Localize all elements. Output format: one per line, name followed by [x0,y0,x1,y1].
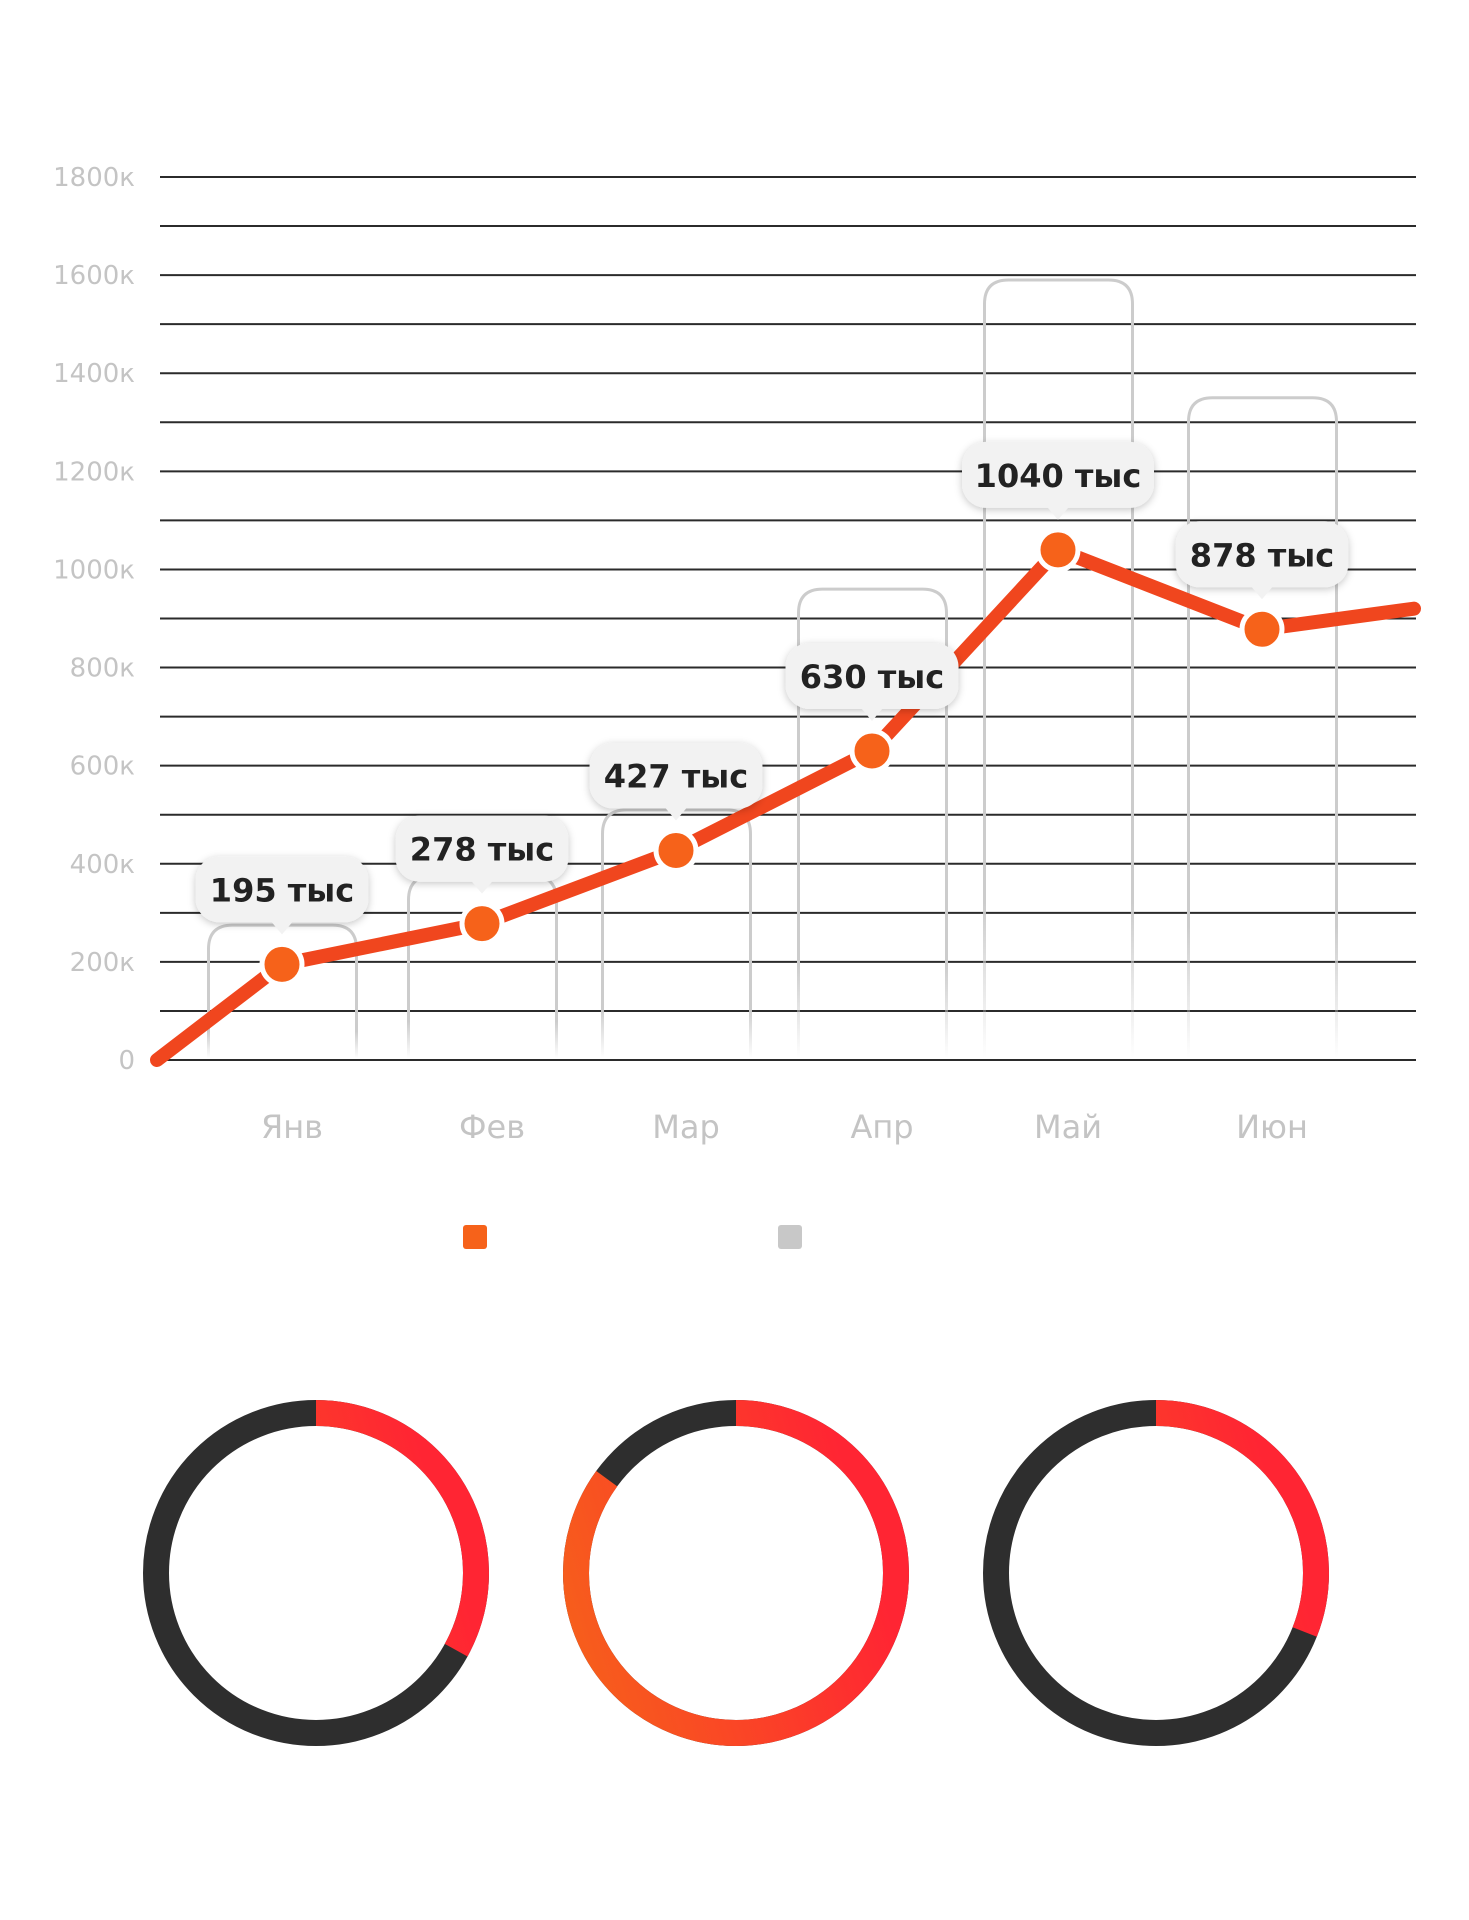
x-category-label: Апр [850,1108,913,1146]
data-label-text: 278 тыс [410,831,554,869]
donut-chart [143,1400,489,1746]
x-category-label: Фев [459,1108,525,1146]
y-tick-label: 600к [70,752,135,782]
y-tick-label: 400к [70,850,135,880]
series-line [150,542,1421,1067]
x-category-label: Янв [261,1108,323,1146]
data-label-pointer [665,807,687,821]
data-label-bubble [785,642,959,709]
column-bar [797,587,948,1058]
data-label-bubble [395,815,569,882]
donut-chart [563,1400,909,1746]
data-label-text: 630 тыс [800,658,944,696]
data-label-text: 1040 тыс [975,457,1142,495]
data-label-text: 878 тыс [1190,536,1334,574]
y-tick-label: 1800к [53,163,135,193]
donut-value-arc [983,1400,1329,1746]
data-label-pointer [471,880,493,894]
legend-marker-series-1 [463,1225,487,1249]
data-label-bubble [962,441,1154,508]
data-point [1239,606,1285,652]
data-label-pointer [1047,506,1069,520]
data-label: 195 тыс [195,856,369,935]
y-axis-ticks: 0 200к 400к 600к 800к 1000к 1200к 1400к 1600к 180… [53,163,135,1076]
data-label: 278 тыс [395,815,569,894]
data-label-pointer [1251,586,1273,600]
data-label-bubble [589,742,763,809]
data-label-pointer [271,921,293,935]
data-label-bubbles: 195 тыс 278 тыс 427 тыс 630 тыс 1040 тыс 878 … [195,441,1349,935]
x-category-label: Май [1034,1108,1102,1146]
column-bar [983,278,1134,1058]
x-category-label: Июн [1236,1108,1308,1146]
donut-value-arc [563,1400,909,1746]
donut-chart [983,1400,1329,1746]
x-category-label: Мар [652,1108,720,1146]
y-tick-label: 1400к [53,359,135,389]
data-point [259,941,305,987]
column-bar [1187,396,1338,1058]
data-point [653,828,699,874]
data-point [459,901,505,947]
y-tick-label: 200к [70,948,135,978]
legend-marker-series-2 [778,1225,802,1249]
data-label: 630 тыс [785,642,959,721]
data-label-text: 427 тыс [604,758,748,796]
x-axis-categories: Янв Фев Мар Апр Май Июн [261,1108,1308,1146]
data-label: 878 тыс [1175,521,1349,600]
donut-charts [143,1400,1329,1746]
data-point [1035,527,1081,573]
series-line-path [150,542,1421,1067]
line-chart: 0 200к 400к 600к 800к 1000к 1200к 1400к 1600к 180… [53,163,1421,1146]
data-label-pointer [861,707,883,721]
data-label-bubble [195,856,369,923]
data-label: 427 тыс [589,742,763,821]
data-label: 1040 тыс [962,441,1154,520]
data-label-text: 195 тыс [210,871,354,909]
donut-value-arc [143,1400,489,1746]
data-markers [259,527,1285,987]
y-tick-label: 0 [118,1046,135,1076]
gridlines [160,176,1416,1061]
data-point [849,728,895,774]
y-tick-label: 800к [70,654,135,684]
data-label-bubble [1175,521,1349,588]
y-tick-label: 1000к [53,555,135,585]
y-tick-label: 1200к [53,457,135,487]
y-tick-label: 1600к [53,261,135,291]
